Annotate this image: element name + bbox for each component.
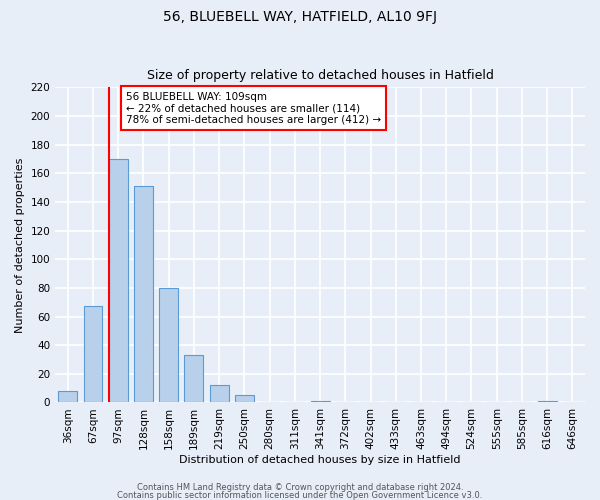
Text: 56 BLUEBELL WAY: 109sqm
← 22% of detached houses are smaller (114)
78% of semi-d: 56 BLUEBELL WAY: 109sqm ← 22% of detache… xyxy=(126,92,381,125)
Bar xyxy=(159,288,178,403)
Text: Contains public sector information licensed under the Open Government Licence v3: Contains public sector information licen… xyxy=(118,490,482,500)
Bar xyxy=(184,355,203,403)
Y-axis label: Number of detached properties: Number of detached properties xyxy=(15,157,25,332)
Bar xyxy=(210,386,229,402)
X-axis label: Distribution of detached houses by size in Hatfield: Distribution of detached houses by size … xyxy=(179,455,461,465)
Bar xyxy=(311,401,329,402)
Bar xyxy=(83,306,103,402)
Bar xyxy=(538,401,557,402)
Title: Size of property relative to detached houses in Hatfield: Size of property relative to detached ho… xyxy=(146,69,494,82)
Bar xyxy=(58,391,77,402)
Text: 56, BLUEBELL WAY, HATFIELD, AL10 9FJ: 56, BLUEBELL WAY, HATFIELD, AL10 9FJ xyxy=(163,10,437,24)
Bar xyxy=(235,396,254,402)
Bar xyxy=(109,159,128,402)
Text: Contains HM Land Registry data © Crown copyright and database right 2024.: Contains HM Land Registry data © Crown c… xyxy=(137,483,463,492)
Bar xyxy=(134,186,153,402)
